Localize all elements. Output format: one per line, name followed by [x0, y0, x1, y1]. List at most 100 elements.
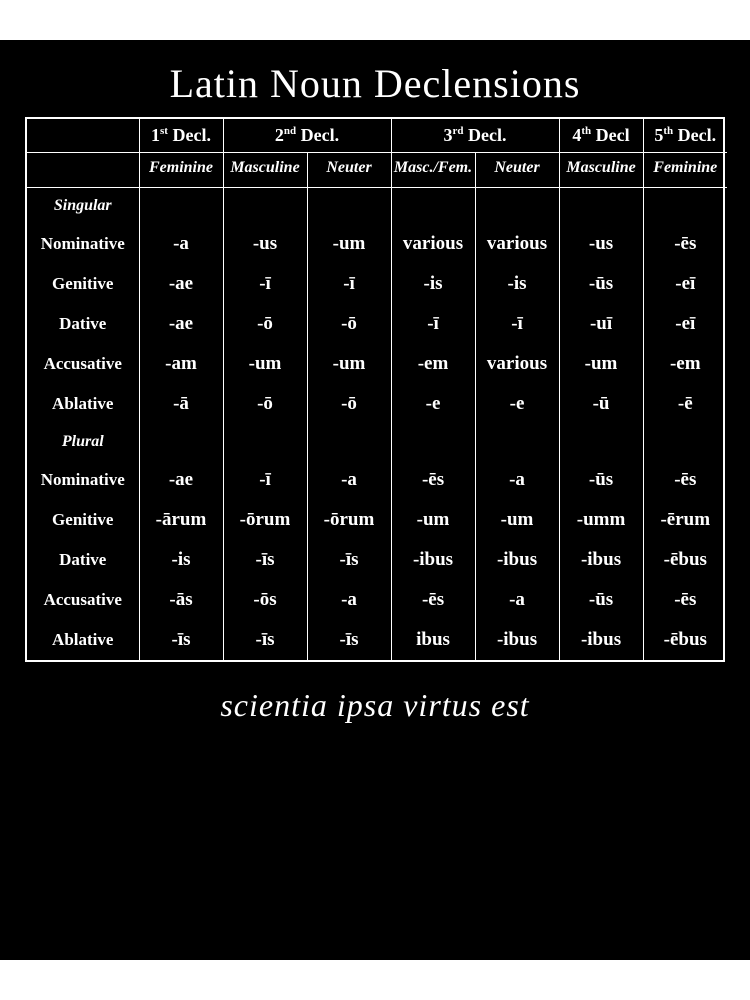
empty-cell [559, 424, 643, 460]
empty-cell [559, 188, 643, 225]
case-label: Ablative [27, 384, 139, 424]
declension-table-wrap: 1st Decl.2nd Decl.3rd Decl.4th Decl5th D… [25, 117, 725, 662]
ending-cell: -ū [559, 384, 643, 424]
case-label: Accusative [27, 344, 139, 384]
empty-cell [223, 188, 307, 225]
ending-cell: -um [391, 500, 475, 540]
empty-cell [307, 424, 391, 460]
empty-cell [223, 424, 307, 460]
case-label: Ablative [27, 620, 139, 660]
declension-header-row: 1st Decl.2nd Decl.3rd Decl.4th Decl5th D… [27, 119, 727, 153]
ending-cell: -umm [559, 500, 643, 540]
page: Latin Noun Declensions 1st Decl.2nd Decl… [0, 0, 750, 1000]
case-label: Dative [27, 304, 139, 344]
ending-cell: -ibus [391, 540, 475, 580]
ending-cell: -ae [139, 304, 223, 344]
motto-text: scientia ipsa virtus est [20, 687, 730, 724]
ending-cell: -um [475, 500, 559, 540]
ending-cell: -us [559, 224, 643, 264]
ending-cell: -ibus [559, 620, 643, 660]
ending-cell: -is [139, 540, 223, 580]
ending-cell: -ibus [475, 540, 559, 580]
case-label: Nominative [27, 460, 139, 500]
ending-cell: various [475, 344, 559, 384]
table-row: Dative-ae-ō-ō-ī-ī-uī-eī [27, 304, 727, 344]
gender-header: Feminine [643, 153, 727, 188]
ending-cell: -eī [643, 304, 727, 344]
ending-cell: -um [559, 344, 643, 384]
empty-cell [475, 424, 559, 460]
ending-cell: -um [223, 344, 307, 384]
gender-header: Neuter [475, 153, 559, 188]
ending-cell: -ī [307, 264, 391, 304]
ending-cell: -is [475, 264, 559, 304]
ending-cell: various [475, 224, 559, 264]
declension-header: 5th Decl. [643, 119, 727, 153]
section-label: Singular [27, 188, 139, 225]
ending-cell: -us [223, 224, 307, 264]
table-row: Dative-is-īs-īs-ibus-ibus-ibus-ēbus [27, 540, 727, 580]
ending-cell: various [391, 224, 475, 264]
gender-header: Masc./Fem. [391, 153, 475, 188]
ending-cell: -um [307, 344, 391, 384]
ending-cell: -ī [391, 304, 475, 344]
ending-cell: -a [475, 580, 559, 620]
empty-cell [475, 188, 559, 225]
empty-cell [643, 424, 727, 460]
ending-cell: -em [391, 344, 475, 384]
ending-cell: -ibus [475, 620, 559, 660]
gender-header: Neuter [307, 153, 391, 188]
ending-cell: -ēbus [643, 540, 727, 580]
ending-cell: -ī [223, 264, 307, 304]
table-head: 1st Decl.2nd Decl.3rd Decl.4th Decl5th D… [27, 119, 727, 188]
empty-cell [391, 188, 475, 225]
table-row: Genitive-ae-ī-ī-is-is-ūs-eī [27, 264, 727, 304]
ending-cell: -ēs [643, 580, 727, 620]
ending-cell: -ō [223, 384, 307, 424]
declension-header: 2nd Decl. [223, 119, 391, 153]
ending-cell: -ae [139, 460, 223, 500]
ending-cell: -īs [223, 540, 307, 580]
ending-cell: -ēs [643, 224, 727, 264]
ending-cell: -a [475, 460, 559, 500]
empty-cell [139, 424, 223, 460]
declension-table: 1st Decl.2nd Decl.3rd Decl.4th Decl5th D… [27, 119, 727, 660]
ending-cell: -īs [307, 620, 391, 660]
ending-cell: -ī [475, 304, 559, 344]
table-row: Genitive-ārum-ōrum-ōrum-um-um-umm-ērum [27, 500, 727, 540]
ending-cell: ibus [391, 620, 475, 660]
table-row: Ablative-īs-īs-īsibus-ibus-ibus-ēbus [27, 620, 727, 660]
ending-cell: -ēbus [643, 620, 727, 660]
ending-cell: -um [307, 224, 391, 264]
case-label: Nominative [27, 224, 139, 264]
ending-cell: -ōrum [307, 500, 391, 540]
ending-cell: -ō [307, 304, 391, 344]
ending-cell: -īs [223, 620, 307, 660]
ending-cell: -ōrum [223, 500, 307, 540]
declension-header: 3rd Decl. [391, 119, 559, 153]
corner-cell [27, 119, 139, 153]
ending-cell: -uī [559, 304, 643, 344]
table-row: Nominative-ae-ī-a-ēs-a-ūs-ēs [27, 460, 727, 500]
ending-cell: -ērum [643, 500, 727, 540]
gender-header: Masculine [223, 153, 307, 188]
ending-cell: -e [391, 384, 475, 424]
declension-header: 4th Decl [559, 119, 643, 153]
ending-cell: -am [139, 344, 223, 384]
ending-cell: -ēs [391, 580, 475, 620]
ending-cell: -a [307, 580, 391, 620]
empty-cell [307, 188, 391, 225]
ending-cell: -a [307, 460, 391, 500]
ending-cell: -eī [643, 264, 727, 304]
ending-cell: -ōs [223, 580, 307, 620]
empty-cell [139, 188, 223, 225]
content-panel: Latin Noun Declensions 1st Decl.2nd Decl… [0, 40, 750, 960]
table-row: Ablative-ā-ō-ō-e-e-ū-ē [27, 384, 727, 424]
section-row: Plural [27, 424, 727, 460]
ending-cell: -ūs [559, 264, 643, 304]
case-label: Genitive [27, 500, 139, 540]
empty-cell [391, 424, 475, 460]
ending-cell: -ā [139, 384, 223, 424]
ending-cell: -ē [643, 384, 727, 424]
gender-header: Masculine [559, 153, 643, 188]
